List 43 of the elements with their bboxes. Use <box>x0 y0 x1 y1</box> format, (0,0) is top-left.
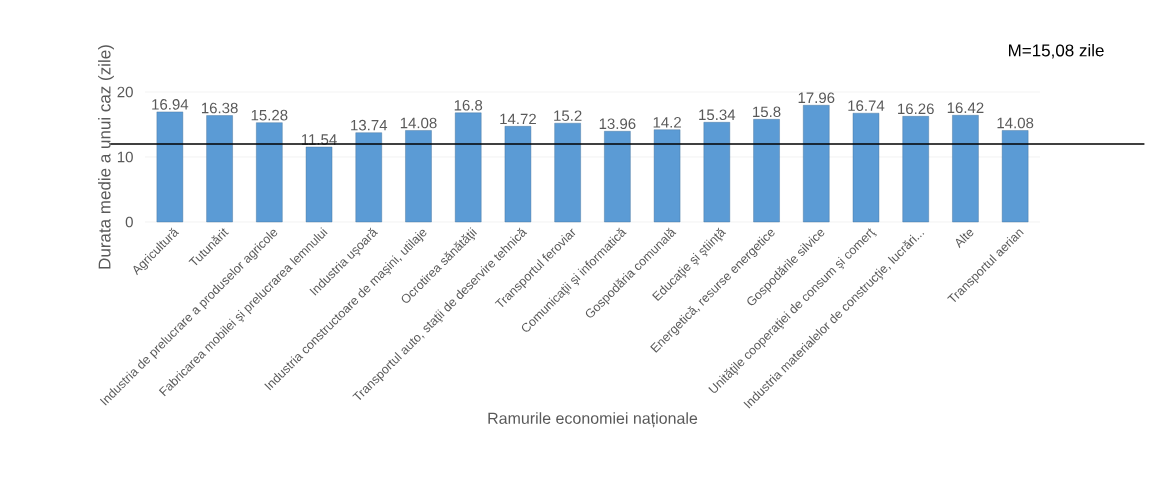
text: M=15,08 zile <box>1009 43 1104 59</box>
bar <box>902 116 929 223</box>
data-label: 13.96 <box>599 118 636 130</box>
bar <box>1001 130 1029 223</box>
data-label: 15.8 <box>753 106 781 118</box>
data-label: 14.08 <box>997 117 1034 129</box>
data-label: 16.94 <box>152 99 189 110</box>
data-label: 16.8 <box>454 99 483 111</box>
data-label: 14.72 <box>500 113 536 125</box>
bar <box>952 115 979 223</box>
bar <box>305 146 333 223</box>
data-label: 16.42 <box>947 102 984 114</box>
bar <box>753 119 780 223</box>
bar <box>355 132 382 223</box>
bar <box>455 112 482 223</box>
data-label: 17.96 <box>798 92 835 104</box>
y-tick-label: 20 <box>117 86 133 98</box>
data-label: 14.2 <box>653 117 681 128</box>
y-tick-label: 10 <box>117 151 133 163</box>
x-axis-title: Ramurile economiei naționale <box>488 412 698 428</box>
data-label: 16.26 <box>898 103 934 115</box>
data-label: 11.54 <box>301 134 337 145</box>
bar <box>206 115 233 223</box>
bar <box>405 130 432 223</box>
bar <box>256 122 283 223</box>
data-label: 15.2 <box>554 110 582 121</box>
x-tick-label: Alte <box>955 229 974 249</box>
y-axis-title: Durata medie a unui caz (zile) <box>98 45 114 269</box>
data-label: 16.74 <box>848 100 885 111</box>
bar <box>156 111 184 223</box>
bar <box>852 112 880 223</box>
y-tick-label: 0 <box>125 216 133 228</box>
bar <box>554 123 581 223</box>
data-label: 15.34 <box>699 109 736 121</box>
bar <box>803 105 830 223</box>
data-label: 14.08 <box>400 117 437 129</box>
bar <box>703 122 731 223</box>
data-label: 13.74 <box>351 119 388 131</box>
bar <box>504 126 532 223</box>
data-label: 15.28 <box>251 109 288 121</box>
data-label: 16.38 <box>201 102 238 114</box>
bar <box>604 131 631 223</box>
bar <box>653 129 681 223</box>
